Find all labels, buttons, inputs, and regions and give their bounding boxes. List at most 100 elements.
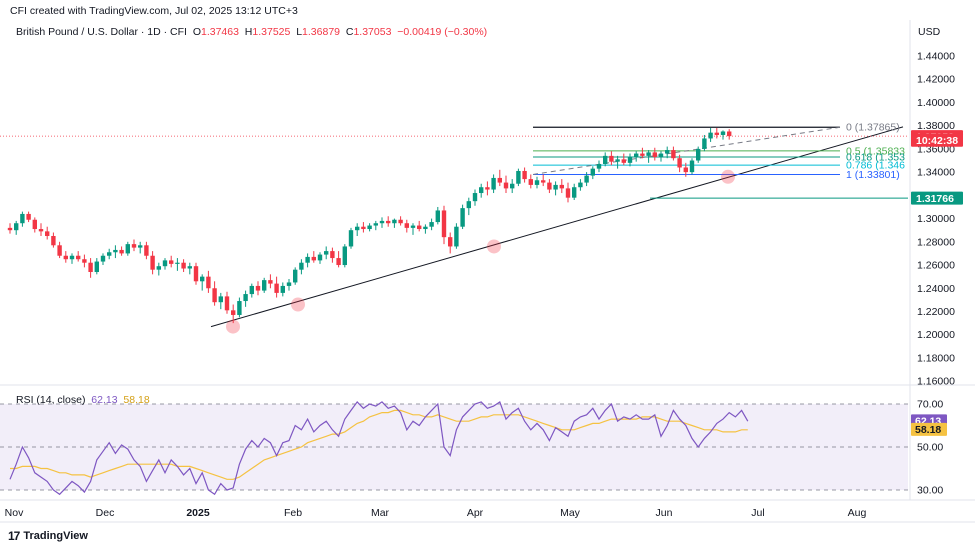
candle-body [156, 266, 161, 270]
candle-body [367, 225, 372, 230]
candle-body [572, 187, 577, 198]
price-badge-label: 1.31766 [916, 193, 954, 205]
price-tick-label: 1.18000 [917, 352, 955, 364]
candle-body [336, 258, 341, 266]
fib-connector-line [532, 126, 841, 175]
candle-body [100, 255, 106, 262]
candle-body [45, 231, 50, 237]
candle-body [603, 155, 608, 165]
candle-body [119, 249, 124, 254]
candle-body [435, 210, 440, 223]
rsi-value-badge-label: 58.18 [915, 424, 941, 436]
candle-body [398, 219, 403, 224]
candle-body [286, 282, 292, 286]
candle-body [522, 170, 527, 180]
change-value: −0.00419 (−0.30%) [397, 26, 488, 38]
candle-body [268, 280, 273, 284]
candle-body [386, 220, 391, 224]
candle-body [32, 219, 37, 230]
candle-body [510, 183, 515, 189]
candle-body [634, 153, 639, 158]
candle-body [547, 182, 552, 190]
candle-body [497, 177, 502, 183]
candle-body [144, 245, 149, 256]
candle-body [646, 152, 651, 156]
candle-body [262, 280, 267, 291]
high-value: 1.37525 [252, 26, 291, 38]
candle-body [187, 266, 192, 269]
candle-body [417, 225, 422, 230]
price-badge-label: 10:42:38 [916, 135, 958, 147]
candle-body [485, 187, 490, 190]
candle-body [138, 245, 143, 248]
candle-body [200, 276, 205, 282]
time-tick-label: May [560, 507, 581, 519]
candle-body [355, 226, 360, 231]
price-tick-label: 1.42000 [917, 74, 955, 86]
candle-body [658, 153, 664, 158]
candle-body [609, 155, 614, 162]
time-tick-label: Dec [96, 507, 115, 519]
candle-body [175, 262, 180, 264]
rsi-line [9, 400, 749, 496]
rsi-tick-label: 50.00 [917, 442, 943, 454]
price-tick-label: 1.22000 [917, 306, 955, 318]
candle-body [94, 261, 99, 273]
candle-body [410, 225, 416, 228]
candle-body [472, 193, 478, 202]
candle-body [379, 220, 385, 224]
candle-body [324, 251, 329, 255]
rsi-ma-legend-value: 58.18 [123, 394, 150, 406]
candle-body [274, 283, 279, 293]
candle-body [57, 245, 62, 256]
rsi-legend-value: 62.13 [91, 394, 118, 406]
candle-body [131, 244, 137, 248]
candle-body [373, 223, 378, 226]
fib-level-label: 0 (1.37865) [846, 122, 900, 134]
candle-body [652, 152, 657, 158]
currency-label[interactable]: USD [918, 26, 941, 38]
candle-body [696, 148, 701, 161]
candle-body [677, 158, 682, 168]
time-tick-label: Feb [284, 507, 302, 519]
candle-body [621, 159, 626, 163]
created-by-caption: CFI created with TradingView.com, Jul 02… [10, 5, 298, 17]
candle-body [63, 255, 68, 260]
low-value: 1.36879 [302, 26, 341, 38]
candle-body [69, 255, 75, 260]
price-tick-label: 1.30000 [917, 213, 955, 225]
candle-body [503, 182, 509, 189]
symbol-name[interactable]: British Pound / U.S. Dollar · 1D · CFI [16, 26, 187, 38]
candle-body [584, 175, 589, 183]
candle-body [590, 168, 595, 176]
rsi-title[interactable]: RSI (14, close) [16, 394, 86, 406]
symbol-ohlc-legend: British Pound / U.S. Dollar · 1D · CFI O… [16, 26, 487, 38]
footer-brand[interactable]: 17 TradingView [8, 529, 88, 543]
candle-body [206, 276, 211, 289]
candle-body [727, 131, 732, 137]
time-tick-label: Aug [848, 507, 867, 519]
candle-body [125, 244, 130, 254]
price-badge [911, 133, 963, 147]
candle-body [559, 184, 564, 189]
price-tick-label: 1.16000 [917, 376, 955, 388]
rsi-tick-label: 70.00 [917, 399, 943, 411]
candle-body [51, 236, 56, 246]
candle-body [224, 296, 230, 311]
tradingview-logo-icon: 17 [8, 529, 20, 543]
rsi-legend: RSI (14, close) 62.13 58.18 [16, 394, 150, 406]
candle-body [293, 269, 298, 283]
candle-body [702, 138, 707, 149]
candle-body [82, 259, 87, 263]
rsi-value-badge [911, 422, 947, 436]
candle-body [107, 252, 112, 256]
candle-body [565, 188, 571, 198]
trendline-touch-marker [721, 169, 735, 184]
time-tick-label: Mar [371, 507, 390, 519]
time-tick-label: 2025 [186, 507, 210, 519]
candle-body [181, 262, 186, 269]
candle-body [193, 266, 199, 282]
candle-body [423, 226, 428, 230]
time-tick-label: Jun [656, 507, 673, 519]
brand-name: TradingView [23, 530, 88, 542]
